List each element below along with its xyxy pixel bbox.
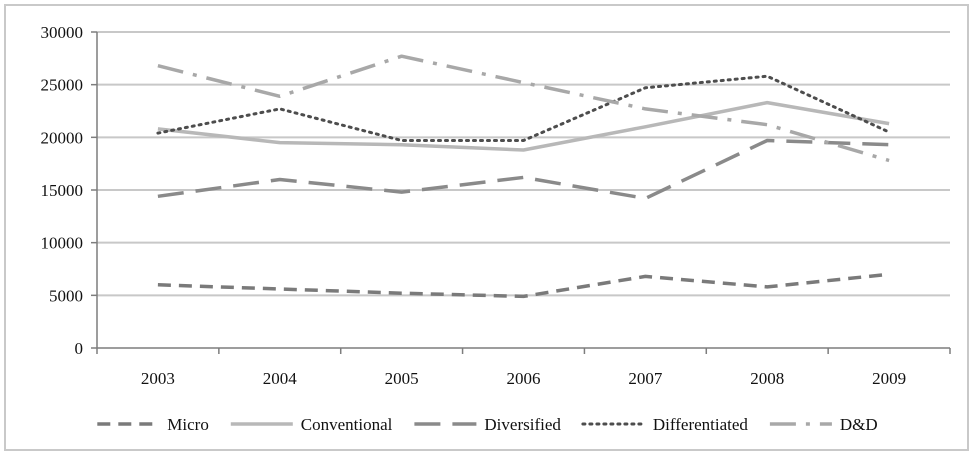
legend-label: Differentiated: [653, 415, 749, 434]
series-line-d-d: [157, 54, 890, 163]
y-tick-label: 20000: [41, 128, 84, 147]
series-line-diversified: [157, 138, 890, 201]
legend-label: Conventional: [301, 415, 393, 434]
y-tick-label: 15000: [41, 181, 84, 200]
legend-label: Micro: [167, 415, 209, 434]
x-tick-label: 2006: [507, 369, 541, 388]
legend-item-micro: Micro: [97, 415, 209, 434]
legend: Micro Conventional Diversified Differentiat…: [97, 415, 878, 434]
y-tick-label: 0: [75, 339, 84, 358]
series-line-micro: [157, 272, 890, 299]
series-line-conventional: [157, 100, 890, 152]
x-tick-label: 2007: [628, 369, 663, 388]
x-axis: 2003 2004 2005 2006 2007 2008 2009: [96, 347, 951, 388]
x-tick-label: 2004: [263, 369, 298, 388]
legend-item-conventional: Conventional: [230, 415, 393, 434]
x-tick-label: 2003: [141, 369, 175, 388]
legend-item-d-d: D&D: [769, 415, 878, 434]
y-tick-label: 10000: [41, 234, 84, 253]
y-axis: 0 5000 10000 15000 20000 25000 30000: [41, 23, 98, 358]
series-lines: [156, 54, 891, 299]
legend-label: D&D: [840, 415, 878, 434]
y-tick-label: 25000: [41, 76, 84, 95]
legend-item-differentiated: Differentiated: [581, 415, 749, 434]
chart-frame: [4, 4, 969, 451]
x-tick-label: 2008: [750, 369, 784, 388]
grid-lines: [97, 31, 950, 297]
legend-item-diversified: Diversified: [414, 415, 561, 434]
y-tick-label: 5000: [49, 286, 83, 305]
x-tick-label: 2009: [872, 369, 906, 388]
x-tick-label: 2005: [385, 369, 419, 388]
legend-label: Diversified: [484, 415, 561, 434]
y-tick-label: 30000: [41, 23, 84, 42]
series-line-differentiated: [156, 74, 891, 142]
